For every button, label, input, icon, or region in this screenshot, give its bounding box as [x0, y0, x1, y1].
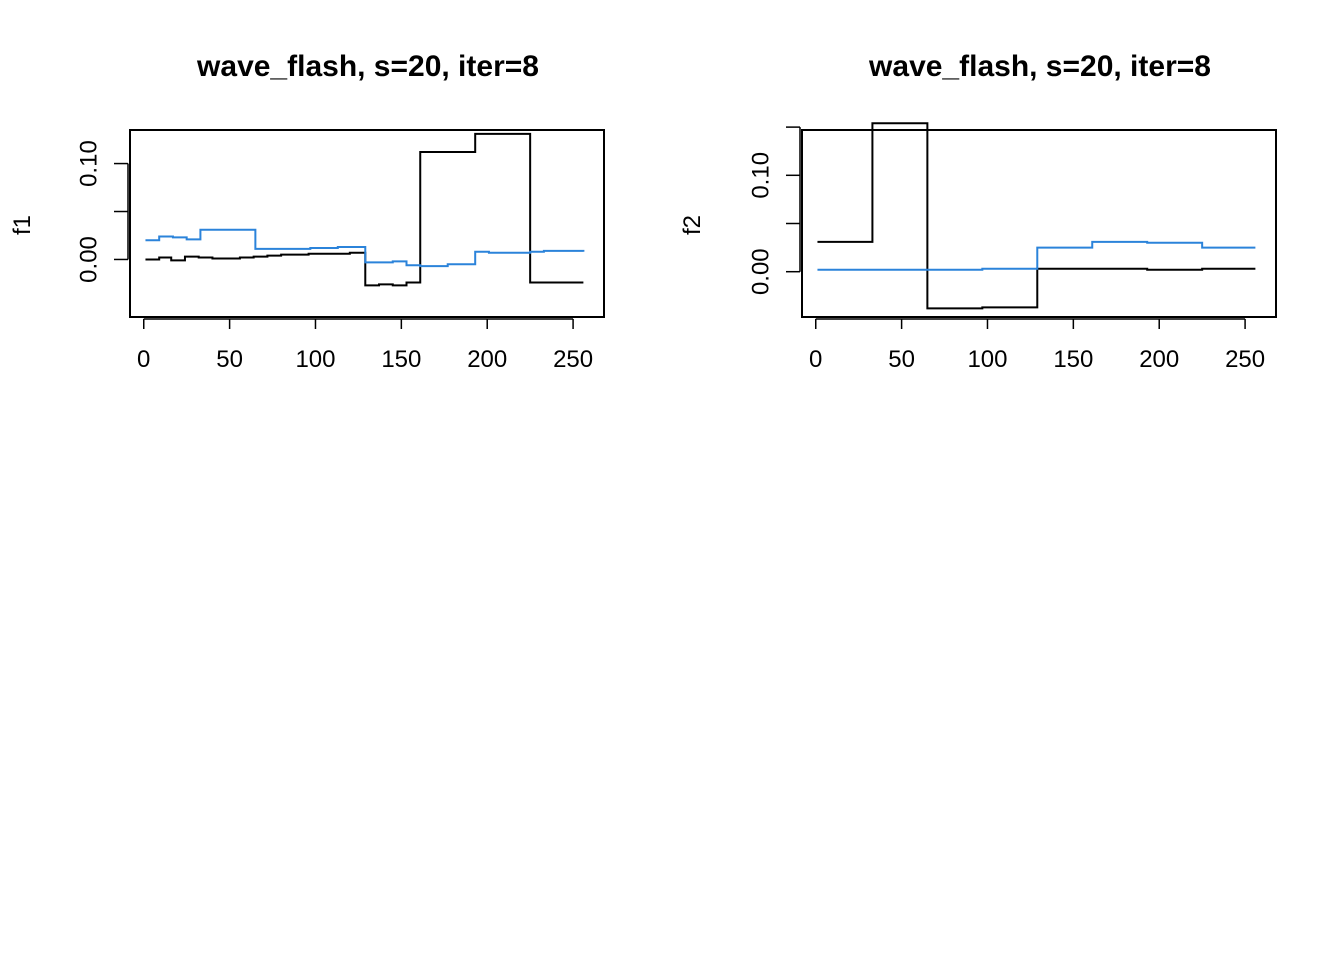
y-axis-label: f1 [9, 215, 36, 235]
x-tick-label: 0 [137, 346, 150, 373]
series-layer [817, 122, 1256, 310]
series-line-2 [145, 228, 585, 268]
x-axis: 0 50 100 150 200 250 [137, 318, 593, 373]
chart-panel-f2: wave_flash, s=20, iter=8 f2 0 50 100 150 200… [679, 50, 1277, 373]
y-tick-label: 0.10 [747, 152, 774, 199]
y-axis-label: f2 [679, 215, 706, 235]
chart-panel-f1: wave_flash, s=20, iter=8 f1 0 50 100 150 200… [9, 50, 605, 373]
x-tick-label: 250 [553, 346, 593, 373]
y-tick-label: 0.00 [747, 248, 774, 295]
x-tick-label: 50 [216, 346, 243, 373]
series-layer [145, 132, 585, 287]
y-tick-label: 0.00 [75, 236, 102, 283]
y-tick-label: 0.10 [75, 140, 102, 187]
x-tick-label: 100 [295, 346, 335, 373]
x-tick-label: 200 [467, 346, 507, 373]
x-tick-label: 150 [1053, 346, 1093, 373]
x-tick-label: 0 [809, 346, 822, 373]
x-tick-label: 250 [1225, 346, 1265, 373]
x-axis: 0 50 100 150 200 250 [809, 318, 1265, 373]
plot-frame [801, 129, 1277, 318]
series-line-1 [145, 132, 584, 287]
x-tick-label: 200 [1139, 346, 1179, 373]
x-tick-label: 50 [888, 346, 915, 373]
chart-title: wave_flash, s=20, iter=8 [196, 50, 539, 83]
plot-frame [129, 129, 605, 318]
series-line-1 [817, 122, 1256, 310]
series-line-2 [817, 240, 1256, 271]
chart-title: wave_flash, s=20, iter=8 [868, 50, 1211, 83]
y-axis: 0.00 0.10 [747, 126, 801, 295]
y-axis: 0.00 0.10 [75, 140, 129, 283]
x-tick-label: 150 [381, 346, 421, 373]
x-tick-label: 100 [967, 346, 1007, 373]
